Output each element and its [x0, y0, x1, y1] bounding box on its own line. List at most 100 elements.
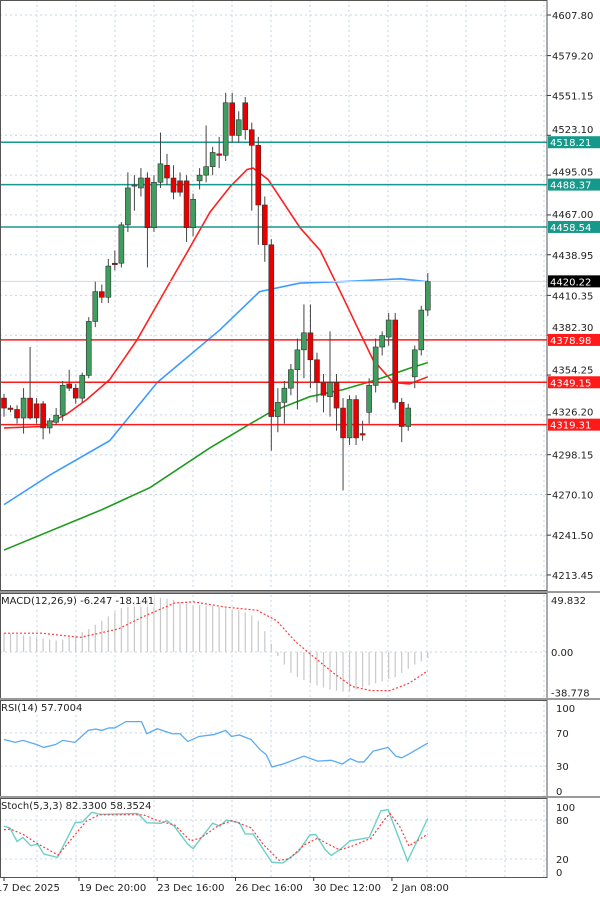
candle-bearish: [112, 262, 118, 265]
candle-bearish: [242, 102, 249, 131]
candle-bearish: [66, 383, 72, 389]
candle-bullish: [20, 397, 27, 419]
candle-bullish: [151, 181, 157, 229]
level-price-label: 4488.37: [550, 181, 591, 192]
level-price-label-bg: [548, 333, 600, 346]
candle-bullish: [92, 291, 99, 322]
price-tick-label: 4326.20: [552, 408, 593, 419]
candle-bullish: [385, 319, 392, 338]
candle-bullish: [222, 102, 229, 156]
macd-tick-label: 0.00: [551, 648, 573, 659]
candle-bullish: [294, 349, 301, 371]
candle-bearish: [392, 319, 399, 403]
candle-bullish: [411, 349, 418, 378]
candle-bearish: [353, 399, 359, 439]
price-tick-label: 4523.10: [552, 125, 593, 136]
moving-average-line-2: [3, 361, 429, 551]
candle-bearish: [229, 102, 235, 136]
candle-bullish: [424, 281, 431, 311]
candle-bearish: [268, 244, 275, 417]
candle-bearish: [33, 403, 40, 419]
rsi-tick-label: 100: [556, 704, 575, 715]
candle-bullish: [157, 163, 164, 183]
candle-bearish: [216, 153, 222, 156]
candle-bearish: [164, 164, 170, 179]
candle-bullish: [46, 420, 53, 429]
candle-bearish: [99, 291, 105, 298]
price-tick-label: 4579.20: [552, 52, 593, 63]
candle-bearish: [40, 403, 46, 429]
candle-bearish: [255, 145, 262, 206]
candle-bearish: [7, 407, 14, 410]
time-tick-label: 30 Dec 12:00: [314, 883, 381, 894]
rsi-title: RSI(14) 57.7004: [1, 703, 83, 714]
level-price-label: 4458.54: [550, 223, 591, 234]
candle-bullish: [53, 414, 59, 423]
stoch-signal-line: [3, 812, 429, 861]
level-price-label: 4378.98: [550, 336, 591, 347]
candle-bullish: [275, 402, 281, 417]
macd-title: MACD(12,26,9) -6.247 -18.141: [1, 596, 155, 607]
candle-bullish: [85, 321, 92, 376]
candle-bearish: [398, 402, 405, 427]
stoch-tick-label: 80: [556, 816, 569, 827]
candle-bullish: [79, 375, 86, 399]
panel-frame: [0, 0, 548, 591]
macd-signal-line: [4, 601, 429, 692]
candle-bullish: [196, 174, 203, 182]
level-price-label-bg: [548, 376, 600, 389]
candle-bearish: [170, 177, 177, 193]
price-tick-label: 4467.00: [552, 210, 593, 221]
moving-average-line-1: [3, 278, 428, 506]
candle-bullish: [418, 309, 425, 351]
candle-bullish: [131, 184, 138, 187]
stoch-title: Stoch(5,3,3) 82.3300 58.3524: [1, 801, 152, 812]
candle-bullish: [281, 387, 288, 403]
candle-bullish: [327, 382, 333, 397]
rsi-line: [3, 720, 429, 768]
candle-bullish: [366, 385, 372, 413]
rsi-tick-label: 30: [556, 762, 569, 773]
current-price-label-bg: [548, 275, 600, 288]
candle-bearish: [340, 407, 346, 439]
price-tick-label: 4607.80: [552, 11, 593, 22]
candle-bearish: [14, 409, 20, 419]
candle-bearish: [314, 359, 320, 383]
candle-bullish: [190, 199, 196, 229]
macd-tick-label: -38.778: [551, 688, 590, 699]
candle-bullish: [125, 187, 131, 226]
price-tick-label: 4410.35: [552, 291, 593, 302]
stoch-tick-label: 100: [556, 803, 575, 814]
stoch-main-line: [3, 808, 429, 864]
candle-bullish: [301, 332, 307, 351]
moving-average-line-0: [3, 167, 429, 429]
candle-bearish: [27, 397, 33, 419]
price-tick-label: 4382.30: [552, 323, 593, 334]
candle-bearish: [183, 180, 190, 229]
candle-bearish: [261, 204, 268, 246]
time-tick-label: 2 Jan 08:00: [392, 883, 449, 894]
price-tick-label: 4438.95: [552, 251, 593, 262]
candle-bullish: [203, 166, 209, 176]
candle-bullish: [288, 369, 294, 389]
candle-bearish: [1, 397, 7, 409]
price-tick-label: 4298.15: [552, 451, 593, 462]
candle-bullish: [105, 265, 112, 298]
panel-frame: [0, 798, 548, 878]
candle-bearish: [144, 177, 151, 229]
candle-bullish: [209, 152, 216, 167]
stoch-tick-label: 20: [556, 855, 569, 866]
price-tick-label: 4241.50: [552, 531, 593, 542]
candle-bullish: [118, 224, 125, 264]
candle-bullish: [372, 346, 379, 386]
candle-bullish: [405, 407, 412, 427]
current-price-label: 4420.22: [550, 277, 591, 288]
level-price-label-bg: [548, 178, 600, 191]
candle-bullish: [346, 399, 353, 439]
level-price-label: 4349.15: [550, 378, 591, 389]
candle-bearish: [72, 387, 79, 399]
price-tick-label: 4270.10: [552, 491, 593, 502]
candle-bullish: [138, 177, 144, 189]
